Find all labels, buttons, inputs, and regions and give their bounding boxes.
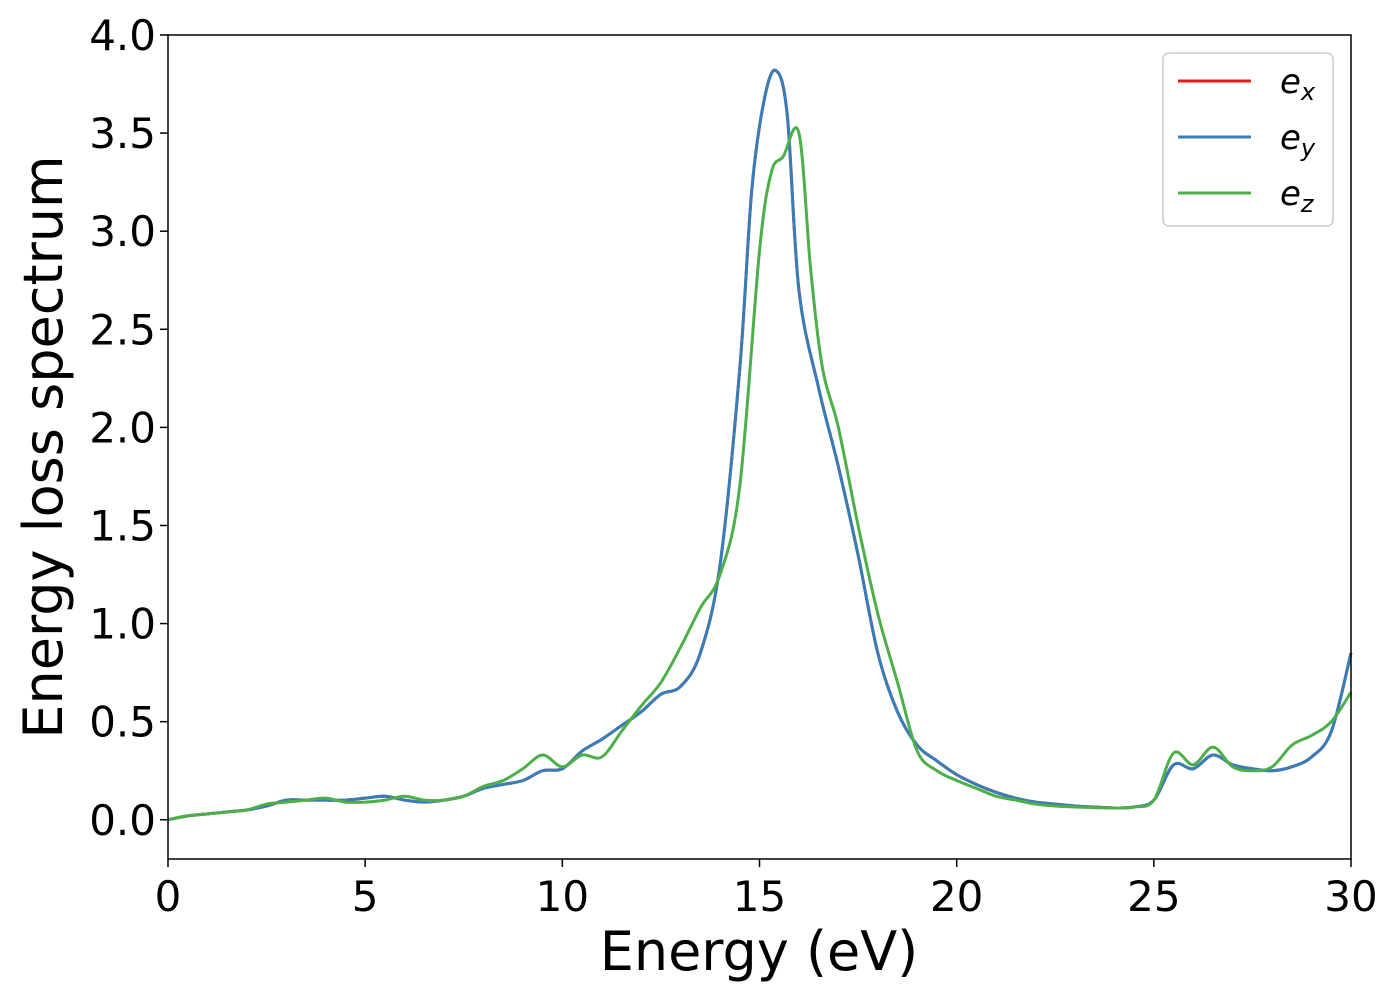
y-tick-label: 2.5 xyxy=(89,305,156,354)
series-group xyxy=(167,68,1353,822)
y-axis-label: Energy loss spectrum xyxy=(12,155,75,738)
x-axis: 0 5 10 15 20 25 30 xyxy=(155,859,1378,921)
x-axis-label: Energy (eV) xyxy=(600,920,919,983)
legend-box xyxy=(1162,52,1334,227)
x-tick-label: 30 xyxy=(1324,872,1377,921)
x-tick-label: 5 xyxy=(352,872,379,921)
legend: ex ey ez xyxy=(1162,52,1334,227)
legend-label-x: ex xyxy=(1280,62,1316,106)
y-tick-label: 0.5 xyxy=(89,698,156,747)
x-tick-label: 25 xyxy=(1127,872,1180,921)
y-tick-label: 4.0 xyxy=(89,11,156,60)
x-tick-label: 10 xyxy=(536,872,589,921)
legend-label-y: ey xyxy=(1280,118,1316,162)
x-tick-label: 0 xyxy=(155,872,182,921)
y-tick-label: 2.0 xyxy=(89,403,156,452)
y-tick-label: 3.5 xyxy=(89,109,156,158)
y-axis: 0.0 0.5 1.0 1.5 2.0 2.5 3.0 3.5 4.0 xyxy=(89,11,168,845)
y-tick-label: 1.0 xyxy=(89,600,156,649)
y-tick-label: 0.0 xyxy=(89,796,156,845)
x-tick-label: 15 xyxy=(733,872,786,921)
x-tick-label: 20 xyxy=(930,872,983,921)
y-tick-label: 1.5 xyxy=(89,501,156,550)
y-tick-label: 3.0 xyxy=(89,207,156,256)
series-line-z xyxy=(167,126,1353,822)
legend-label-z: ez xyxy=(1280,174,1315,218)
